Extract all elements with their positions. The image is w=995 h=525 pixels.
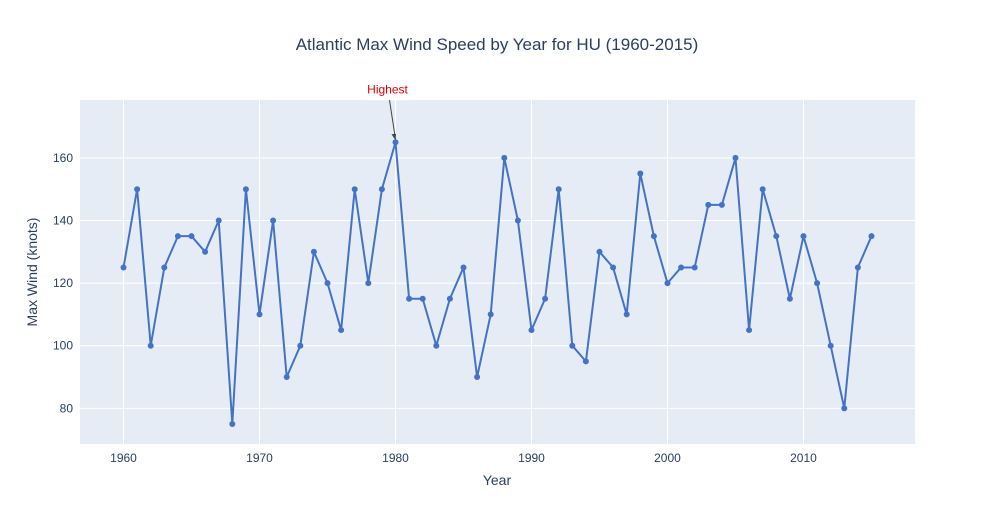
annotation-arrow (389, 100, 396, 140)
x-tick-label: 1980 (382, 451, 409, 465)
data-point (270, 217, 277, 224)
data-point (705, 201, 712, 208)
data-point (746, 327, 753, 334)
grid (80, 100, 915, 444)
chart-title: Atlantic Max Wind Speed by Year for HU (… (296, 35, 699, 54)
data-point (664, 280, 671, 287)
y-tick-label: 160 (53, 151, 73, 165)
annotations: Highest (364, 78, 411, 141)
data-point (460, 264, 467, 271)
x-axis-ticks: 1960 1970 1980 1990 2000 2010 (110, 451, 817, 465)
data-point (582, 358, 589, 365)
series-line (122, 141, 873, 425)
data-point (433, 342, 440, 349)
x-tick-label: 1960 (110, 451, 137, 465)
data-point (718, 201, 725, 208)
data-point (596, 248, 603, 255)
data-point (297, 342, 304, 349)
data-point (854, 264, 861, 271)
data-point (202, 248, 209, 255)
data-point (650, 233, 657, 240)
plot-background (80, 100, 915, 444)
data-point (188, 233, 195, 240)
data-point (637, 170, 644, 177)
y-tick-label: 80 (60, 401, 74, 415)
data-point (474, 374, 481, 381)
data-point (365, 280, 372, 287)
data-point (446, 295, 453, 302)
data-point (773, 233, 780, 240)
data-point (623, 311, 630, 318)
x-axis-title: Year (483, 472, 512, 488)
y-tick-label: 140 (53, 214, 73, 228)
data-point (406, 295, 413, 302)
y-axis-title: Max Wind (knots) (24, 218, 40, 327)
data-point (161, 264, 168, 271)
data-point (691, 264, 698, 271)
data-point (351, 186, 358, 193)
y-tick-label: 100 (53, 339, 73, 353)
data-point (868, 233, 875, 240)
data-point (174, 233, 181, 240)
data-point (610, 264, 617, 271)
data-point (528, 327, 535, 334)
annotation-arrowhead (391, 133, 397, 141)
x-tick-label: 2010 (790, 451, 817, 465)
series (120, 139, 875, 427)
data-point (419, 295, 426, 302)
data-point (555, 186, 562, 193)
y-tick-label: 120 (53, 276, 73, 290)
data-point (147, 342, 154, 349)
x-tick-label: 1970 (246, 451, 273, 465)
data-point (310, 248, 317, 255)
data-point (814, 280, 821, 287)
annotation-box (364, 78, 411, 101)
data-point (542, 295, 549, 302)
data-point (841, 405, 848, 412)
x-tick-label: 2000 (654, 451, 681, 465)
data-point (256, 311, 263, 318)
y-axis-ticks: 80 100 120 140 160 (53, 151, 73, 415)
data-point (229, 420, 236, 427)
data-point (800, 233, 807, 240)
data-point (732, 154, 739, 161)
data-point (678, 264, 685, 271)
data-point (501, 154, 508, 161)
data-point (378, 186, 385, 193)
data-point (283, 374, 290, 381)
data-point (786, 295, 793, 302)
data-point (338, 327, 345, 334)
data-point (569, 342, 576, 349)
data-point (242, 186, 249, 193)
data-point (392, 139, 399, 146)
data-point (215, 217, 222, 224)
data-point (120, 264, 127, 271)
x-tick-label: 1990 (518, 451, 545, 465)
data-point (759, 186, 766, 193)
data-point (324, 280, 331, 287)
data-point (514, 217, 521, 224)
data-point (134, 186, 141, 193)
annotation-label: Highest (367, 82, 408, 96)
data-point (827, 342, 834, 349)
data-point (487, 311, 494, 318)
